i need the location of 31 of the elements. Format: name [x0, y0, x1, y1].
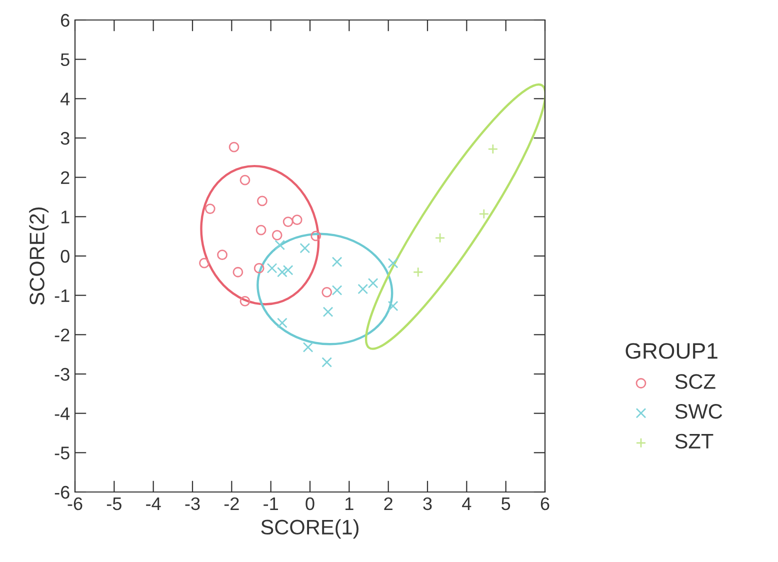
y-tick-label: -1 [54, 289, 70, 302]
y-tick-label: 6 [61, 14, 70, 27]
x-tick-label: -4 [146, 498, 161, 510]
y-tick-label: -4 [54, 407, 70, 420]
y-tick-label: 1 [61, 210, 70, 224]
y-axis-title: SCORE(2) [29, 208, 49, 305]
legend-label: SZT [675, 434, 714, 449]
y-tick-label: 4 [60, 92, 70, 106]
x-tick-label: 0 [306, 497, 314, 510]
y-tick-label: 5 [60, 53, 70, 66]
x-tick-label: 4 [462, 498, 472, 510]
x-tick-label: -5 [106, 498, 122, 510]
y-tick-label: -5 [54, 446, 70, 460]
x-tick-label: 1 [346, 498, 354, 510]
x-tick-label: -3 [185, 497, 200, 510]
y-tick-label: 3 [60, 132, 70, 145]
y-tick-label: -2 [54, 328, 70, 342]
x-tick-label: 5 [502, 498, 510, 510]
y-tick-label: -6 [54, 486, 70, 499]
x-tick-label: 2 [384, 497, 392, 510]
legend-title: GROUP1 [626, 343, 718, 359]
x-tick-label: -2 [224, 497, 239, 510]
x-tick-label: -1 [264, 498, 278, 510]
legend-label: SCZ [675, 374, 716, 389]
x-tick-label: 3 [423, 497, 432, 510]
y-tick-label: 0 [60, 250, 70, 263]
x-tick-label: 6 [540, 497, 550, 510]
y-tick-label: -3 [54, 368, 70, 381]
y-tick-label: 2 [61, 171, 70, 184]
x-axis-title: SCORE(1) [261, 519, 358, 539]
legend-label: SWC [675, 404, 722, 419]
